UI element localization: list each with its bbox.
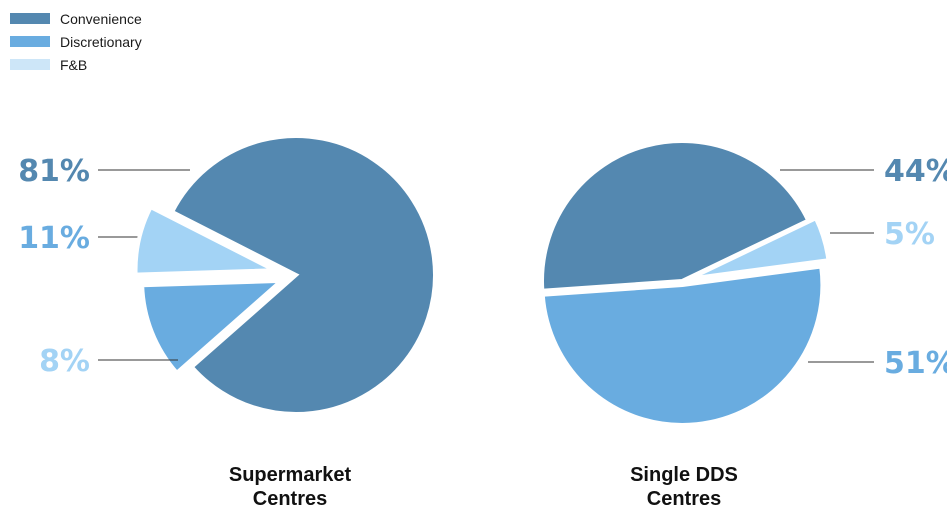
legend-swatch-discretionary xyxy=(10,36,50,47)
legend: Convenience Discretionary F&B xyxy=(10,7,142,76)
data-label-1-f-b: 8% xyxy=(39,344,90,379)
pie-slice-2-discretionary xyxy=(540,264,825,427)
legend-item-discretionary: Discretionary xyxy=(10,30,142,53)
pie-title-line: Centres xyxy=(252,488,328,510)
legend-swatch-convenience xyxy=(10,13,50,24)
pie-title-single-dds-centres: Single DDS Centres xyxy=(554,463,814,511)
pie-slice-1-convenience xyxy=(169,134,437,416)
data-label-2-discretionary: 51% xyxy=(884,346,947,381)
legend-label-convenience: Convenience xyxy=(60,10,142,27)
pie-title-line: Supermarket xyxy=(228,464,352,486)
pie-slice-1-f-b xyxy=(133,204,276,277)
data-label-2-f-b: 5% xyxy=(884,217,935,252)
pie-slice-1-discretionary xyxy=(140,278,287,376)
legend-label-discretionary: Discretionary xyxy=(60,33,142,50)
data-label-1-discretionary: 11% xyxy=(18,221,90,256)
pie-title-line: Centres xyxy=(646,488,722,510)
legend-swatch-fb xyxy=(10,59,50,70)
pie-title-line: Single DDS xyxy=(630,464,738,486)
data-label-2-convenience: 44% xyxy=(884,154,947,189)
legend-item-fb: F&B xyxy=(10,53,142,76)
pie-title-supermarket-centres: Supermarket Centres xyxy=(160,463,420,511)
legend-item-convenience: Convenience xyxy=(10,7,142,30)
pie-slice-2-f-b xyxy=(688,215,831,281)
data-label-1-convenience: 81% xyxy=(18,154,90,189)
legend-label-fb: F&B xyxy=(60,56,88,73)
pie-slice-2-convenience xyxy=(540,139,811,293)
